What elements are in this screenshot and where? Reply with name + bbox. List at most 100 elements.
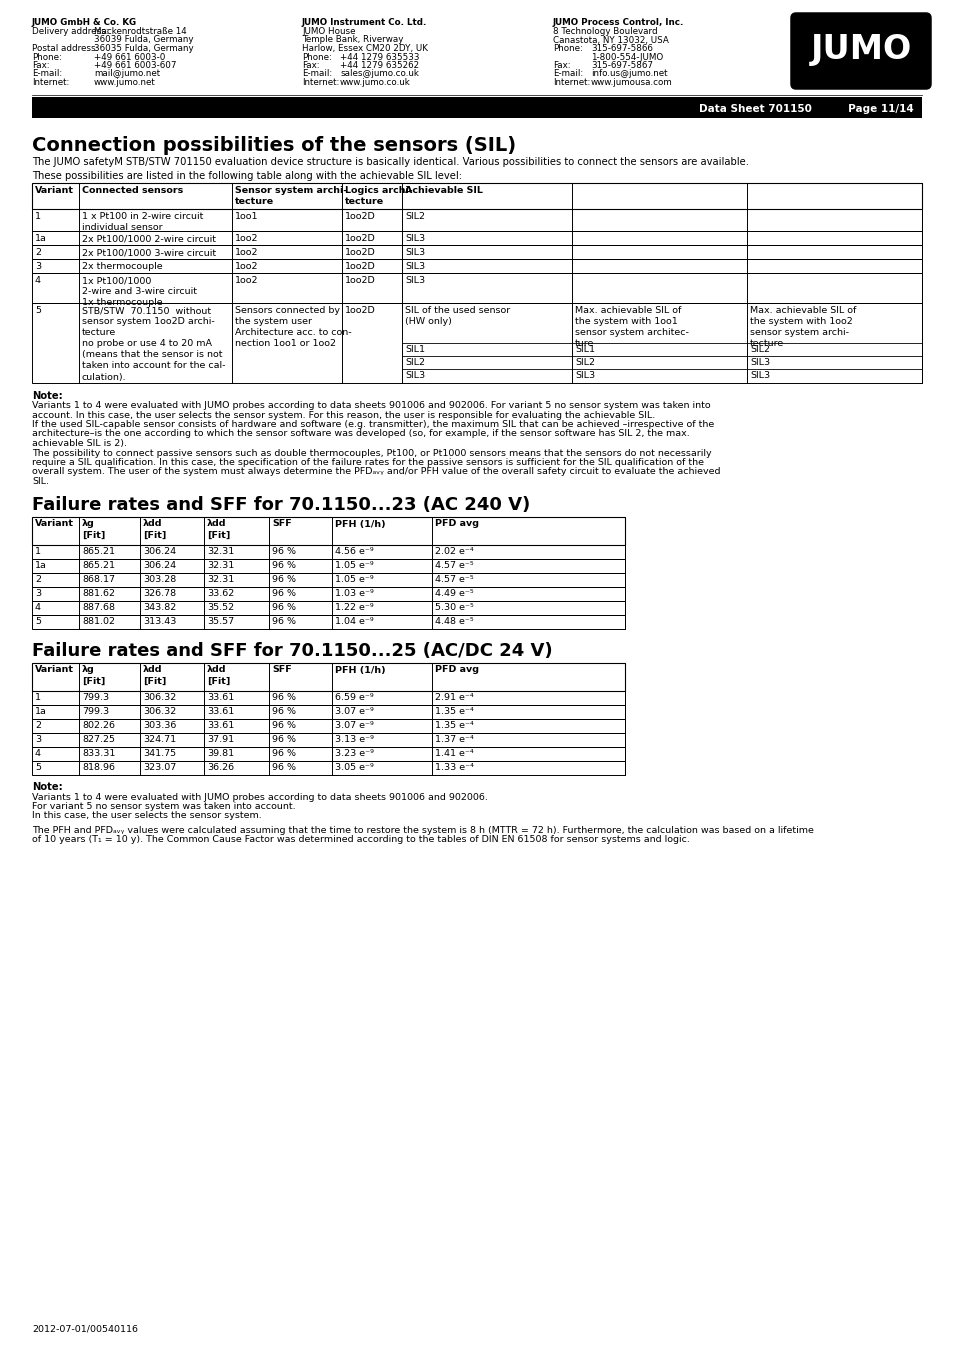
Text: SIL.: SIL. xyxy=(32,477,49,486)
Text: Internet:: Internet: xyxy=(32,78,70,86)
Text: 1.35 e⁻⁴: 1.35 e⁻⁴ xyxy=(435,707,474,717)
Text: 827.25: 827.25 xyxy=(82,736,115,744)
Text: info.us@jumo.net: info.us@jumo.net xyxy=(590,69,667,78)
Text: 3.05 e⁻⁹: 3.05 e⁻⁹ xyxy=(335,764,374,772)
Text: 3: 3 xyxy=(35,590,41,598)
Text: 323.07: 323.07 xyxy=(143,764,176,772)
Text: 96 %: 96 % xyxy=(272,707,295,717)
Bar xyxy=(32,184,921,209)
Text: Max. achievable SIL of
the system with 1oo1
sensor system architec-
ture: Max. achievable SIL of the system with 1… xyxy=(575,306,688,348)
Text: 881.62: 881.62 xyxy=(82,590,115,598)
Text: 306.32: 306.32 xyxy=(143,707,176,717)
Bar xyxy=(32,209,921,231)
Text: 315-697-5866: 315-697-5866 xyxy=(590,45,652,53)
Text: 1.03 e⁻⁹: 1.03 e⁻⁹ xyxy=(335,590,374,598)
Text: 818.96: 818.96 xyxy=(82,764,115,772)
Text: SFF: SFF xyxy=(272,666,292,675)
Text: 2.02 e⁻⁴: 2.02 e⁻⁴ xyxy=(435,548,473,556)
Bar xyxy=(32,544,624,559)
Text: PFH (1/h): PFH (1/h) xyxy=(335,666,385,675)
Text: E-mail:: E-mail: xyxy=(302,69,332,78)
Text: 3.07 e⁻⁹: 3.07 e⁻⁹ xyxy=(335,707,374,717)
Text: 96 %: 96 % xyxy=(272,736,295,744)
Text: Phone:: Phone: xyxy=(553,45,582,53)
Text: PFH (1/h): PFH (1/h) xyxy=(335,520,385,528)
Text: 324.71: 324.71 xyxy=(143,736,176,744)
Text: 33.61: 33.61 xyxy=(207,721,234,730)
Bar xyxy=(32,601,624,614)
Text: 33.61: 33.61 xyxy=(207,707,234,717)
Text: 96 %: 96 % xyxy=(272,603,295,613)
Text: 1 x Pt100 in 2-wire circuit
individual sensor: 1 x Pt100 in 2-wire circuit individual s… xyxy=(82,212,203,232)
Text: JUMO House: JUMO House xyxy=(302,27,355,36)
Text: 4.48 e⁻⁵: 4.48 e⁻⁵ xyxy=(435,617,473,626)
Text: 1oo2D: 1oo2D xyxy=(345,262,375,271)
Text: SIL3: SIL3 xyxy=(405,248,425,256)
Text: 303.28: 303.28 xyxy=(143,575,176,585)
Text: sales@jumo.co.uk: sales@jumo.co.uk xyxy=(339,69,418,78)
Text: Canastota, NY 13032, USA: Canastota, NY 13032, USA xyxy=(553,35,668,45)
Bar xyxy=(32,559,624,572)
Text: JUMO GmbH & Co. KG: JUMO GmbH & Co. KG xyxy=(32,18,137,27)
Text: 35.52: 35.52 xyxy=(207,603,233,613)
Text: Harlow, Essex CM20 2DY, UK: Harlow, Essex CM20 2DY, UK xyxy=(302,45,428,53)
Text: SIL of the used sensor
(HW only): SIL of the used sensor (HW only) xyxy=(405,306,510,327)
Text: Failure rates and SFF for 70.1150...23 (AC 240 V): Failure rates and SFF for 70.1150...23 (… xyxy=(32,497,530,514)
Text: Achievable SIL: Achievable SIL xyxy=(405,186,482,194)
Text: 1oo2D: 1oo2D xyxy=(345,212,375,221)
Text: SIL3: SIL3 xyxy=(405,262,425,271)
Text: 1.33 e⁻⁴: 1.33 e⁻⁴ xyxy=(435,764,474,772)
Text: of 10 years (T₁ = 10 y). The Common Cause Factor was determined according to the: of 10 years (T₁ = 10 y). The Common Caus… xyxy=(32,836,689,845)
Text: 1: 1 xyxy=(35,548,41,556)
Text: 3: 3 xyxy=(35,262,41,271)
Text: Internet:: Internet: xyxy=(302,78,339,86)
Text: 4.57 e⁻⁵: 4.57 e⁻⁵ xyxy=(435,575,473,585)
Text: λg
[Fit]: λg [Fit] xyxy=(82,666,105,686)
Text: SIL3: SIL3 xyxy=(575,371,595,379)
Text: 4: 4 xyxy=(35,275,41,285)
Text: λdd
[Fit]: λdd [Fit] xyxy=(143,666,166,686)
Text: λdd
[Fit]: λdd [Fit] xyxy=(207,520,230,540)
Text: 1oo1: 1oo1 xyxy=(234,212,258,221)
Text: 33.61: 33.61 xyxy=(207,694,234,702)
Text: 802.26: 802.26 xyxy=(82,721,115,730)
Bar xyxy=(32,244,921,259)
Text: 1.05 e⁻⁹: 1.05 e⁻⁹ xyxy=(335,575,374,585)
Text: 865.21: 865.21 xyxy=(82,562,115,571)
Text: Fax:: Fax: xyxy=(32,61,50,70)
Text: If the used SIL-capable sensor consists of hardware and software (e.g. transmitt: If the used SIL-capable sensor consists … xyxy=(32,420,714,429)
Text: The JUMO safetyM STB/STW 701150 evaluation device structure is basically identic: The JUMO safetyM STB/STW 701150 evaluati… xyxy=(32,157,748,181)
Text: SFF: SFF xyxy=(272,520,292,528)
Text: +44 1279 635533: +44 1279 635533 xyxy=(339,53,419,62)
Text: Fax:: Fax: xyxy=(553,61,570,70)
Text: Postal address:: Postal address: xyxy=(32,45,98,53)
Text: www.jumo.co.uk: www.jumo.co.uk xyxy=(339,78,411,86)
Text: 313.43: 313.43 xyxy=(143,617,176,626)
Text: 96 %: 96 % xyxy=(272,548,295,556)
Text: 96 %: 96 % xyxy=(272,749,295,759)
Text: 868.17: 868.17 xyxy=(82,575,115,585)
Bar xyxy=(32,663,624,690)
Bar xyxy=(32,586,624,601)
Bar xyxy=(32,614,624,629)
Text: architecture–is the one according to which the sensor software was developed (so: architecture–is the one according to whi… xyxy=(32,429,689,439)
Text: PFD avg: PFD avg xyxy=(435,666,478,675)
Text: JUMO Instrument Co. Ltd.: JUMO Instrument Co. Ltd. xyxy=(302,18,427,27)
Text: The PFH and PFDₐᵥᵧ values were calculated assuming that the time to restore the : The PFH and PFDₐᵥᵧ values were calculate… xyxy=(32,826,813,836)
Text: 2x Pt100/1000 2-wire circuit: 2x Pt100/1000 2-wire circuit xyxy=(82,234,215,243)
Text: 6.59 e⁻⁹: 6.59 e⁻⁹ xyxy=(335,694,374,702)
Text: Logics archi-
tecture: Logics archi- tecture xyxy=(345,186,413,207)
Text: 1-800-554-JUMO: 1-800-554-JUMO xyxy=(590,53,662,62)
Text: Phone:: Phone: xyxy=(32,53,62,62)
Text: Max. achievable SIL of
the system with 1oo2
sensor system archi-
tecture: Max. achievable SIL of the system with 1… xyxy=(749,306,856,348)
Text: E-mail:: E-mail: xyxy=(553,69,582,78)
Bar xyxy=(32,231,921,244)
Text: The possibility to connect passive sensors such as double thermocouples, Pt100, : The possibility to connect passive senso… xyxy=(32,448,711,458)
Bar xyxy=(32,259,921,273)
Text: 33.62: 33.62 xyxy=(207,590,234,598)
Text: 5: 5 xyxy=(35,764,41,772)
Text: Connected sensors: Connected sensors xyxy=(82,186,183,194)
Text: 2: 2 xyxy=(35,721,41,730)
Text: JUMO: JUMO xyxy=(809,32,911,66)
Text: 341.75: 341.75 xyxy=(143,749,176,759)
